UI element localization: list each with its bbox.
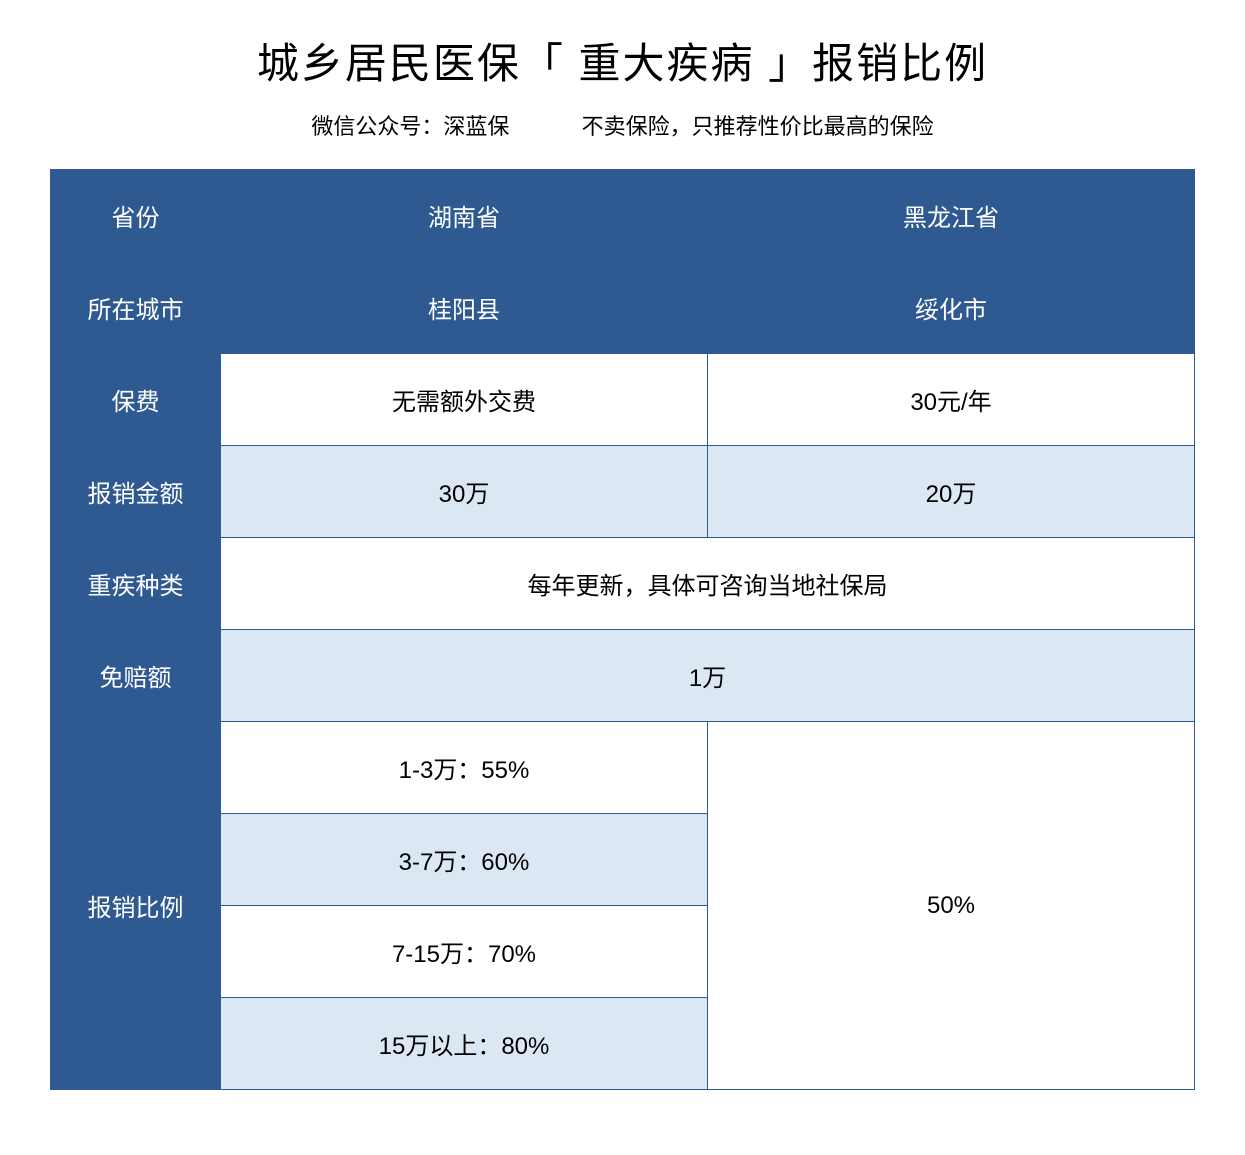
- label-disease-types: 重疾种类: [51, 538, 221, 630]
- comparison-table: 省份 湖南省 黑龙江省 所在城市 桂阳县 绥化市 保费 无需额外交费 30元/年…: [50, 169, 1195, 1090]
- row-reimburse-amount: 报销金额 30万 20万: [51, 446, 1195, 538]
- row-disease-types: 重疾种类 每年更新，具体可咨询当地社保局: [51, 538, 1195, 630]
- subtitle-right: 不卖保险，只推荐性价比最高的保险: [582, 109, 934, 141]
- cell-deductible: 1万: [221, 630, 1195, 722]
- cell-city-col1: 桂阳县: [221, 262, 708, 354]
- row-province: 省份 湖南省 黑龙江省: [51, 170, 1195, 262]
- row-deductible: 免赔额 1万: [51, 630, 1195, 722]
- label-reimburse-ratio: 报销比例: [51, 722, 221, 1090]
- cell-province-col1: 湖南省: [221, 170, 708, 262]
- label-reimburse-amount: 报销金额: [51, 446, 221, 538]
- cell-ratio-tier-1: 1-3万：55%: [221, 722, 708, 814]
- label-province: 省份: [51, 170, 221, 262]
- row-ratio-tier-1: 报销比例 1-3万：55% 50%: [51, 722, 1195, 814]
- cell-ratio-tier-2: 3-7万：60%: [221, 814, 708, 906]
- cell-premium-col1: 无需额外交费: [221, 354, 708, 446]
- cell-province-col2: 黑龙江省: [708, 170, 1195, 262]
- row-city: 所在城市 桂阳县 绥化市: [51, 262, 1195, 354]
- cell-reimburse-amount-col2: 20万: [708, 446, 1195, 538]
- page-subtitle: 微信公众号：深蓝保 不卖保险，只推荐性价比最高的保险: [50, 109, 1195, 141]
- label-premium: 保费: [51, 354, 221, 446]
- page-title: 城乡居民医保「 重大疾病 」报销比例: [50, 30, 1195, 91]
- cell-city-col2: 绥化市: [708, 262, 1195, 354]
- label-deductible: 免赔额: [51, 630, 221, 722]
- cell-reimburse-amount-col1: 30万: [221, 446, 708, 538]
- cell-disease-types: 每年更新，具体可咨询当地社保局: [221, 538, 1195, 630]
- label-city: 所在城市: [51, 262, 221, 354]
- cell-ratio-col2: 50%: [708, 722, 1195, 1090]
- cell-premium-col2: 30元/年: [708, 354, 1195, 446]
- row-premium: 保费 无需额外交费 30元/年: [51, 354, 1195, 446]
- cell-ratio-tier-4: 15万以上：80%: [221, 998, 708, 1090]
- subtitle-left: 微信公众号：深蓝保: [311, 109, 509, 141]
- cell-ratio-tier-3: 7-15万：70%: [221, 906, 708, 998]
